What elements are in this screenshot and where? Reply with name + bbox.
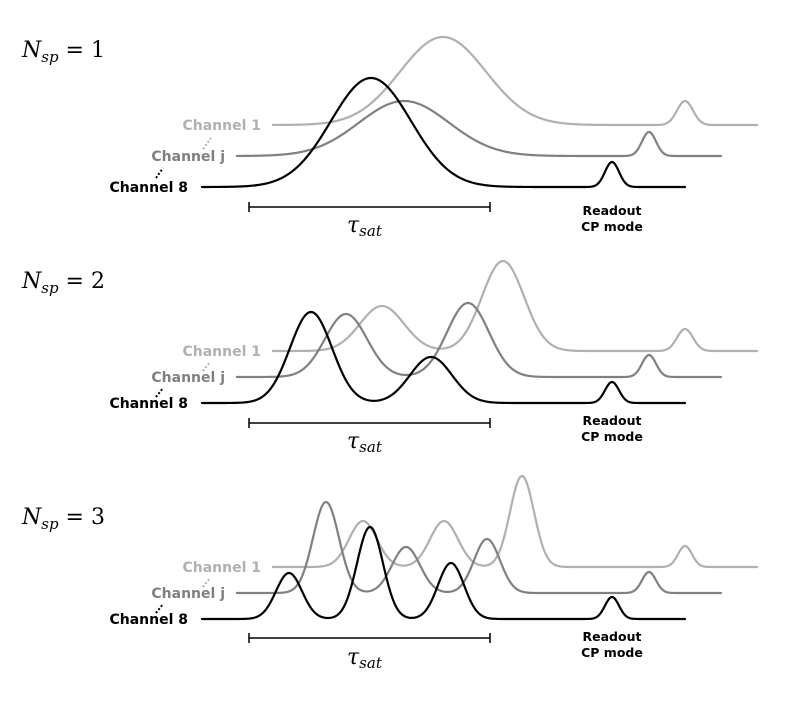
channel-1-trace — [271, 35, 759, 127]
channel-j-trace — [235, 301, 723, 379]
channel-j-trace — [235, 99, 723, 158]
nsp-label: Nsp = 1 — [21, 38, 105, 66]
cp-mode-label: CP mode — [581, 645, 643, 660]
ellipsis-connector-lower — [155, 387, 164, 398]
channel-8-label: Channel 8 — [109, 612, 188, 628]
channel-j-label: Channel j — [151, 586, 225, 602]
tau-sat-label: τsat — [347, 429, 383, 456]
channel-8-trace — [200, 525, 687, 621]
channel-8-label: Channel 8 — [109, 180, 188, 196]
channel-1-label: Channel 1 — [182, 118, 261, 134]
channel-8-trace — [200, 76, 687, 189]
ellipsis-connector-upper — [202, 361, 211, 372]
channel-j-label: Channel j — [151, 149, 225, 165]
ellipsis-connector-upper — [202, 577, 211, 588]
channel-1-trace — [271, 474, 759, 569]
tau-sat-label: τsat — [347, 213, 383, 240]
channel-8-label: Channel 8 — [109, 396, 188, 412]
tau-sat-label: τsat — [347, 645, 383, 672]
cp-mode-label: CP mode — [581, 219, 643, 234]
tau-sat-bracket — [248, 633, 491, 643]
tau-sat-bracket — [248, 418, 491, 428]
readout-label: Readout — [583, 629, 642, 644]
readout-label: Readout — [583, 203, 642, 218]
ellipsis-connector-lower — [155, 167, 164, 179]
readout-label: Readout — [583, 413, 642, 428]
channel-1-label: Channel 1 — [182, 560, 261, 576]
channel-j-trace — [235, 500, 723, 595]
tau-sat-bracket — [248, 202, 491, 212]
panel-nsp-3: Nsp = 3 Channel 1 Channel j Channel 8 τs… — [21, 474, 759, 672]
ellipsis-connector-lower — [155, 603, 164, 614]
channel-1-label: Channel 1 — [182, 344, 261, 360]
panel-nsp-2: Nsp = 2 Channel 1 Channel j Channel 8 τs… — [21, 259, 759, 456]
channel-1-trace — [271, 259, 759, 353]
channel-8-trace — [200, 310, 687, 405]
nsp-label: Nsp = 2 — [21, 269, 105, 297]
nsp-label: Nsp = 3 — [21, 505, 105, 533]
ellipsis-connector-upper — [202, 137, 212, 150]
panel-nsp-1: Nsp = 1 Channel 1 Channel j Channel 8 τs… — [21, 35, 759, 240]
channel-j-label: Channel j — [151, 370, 225, 386]
cp-mode-label: CP mode — [581, 429, 643, 444]
